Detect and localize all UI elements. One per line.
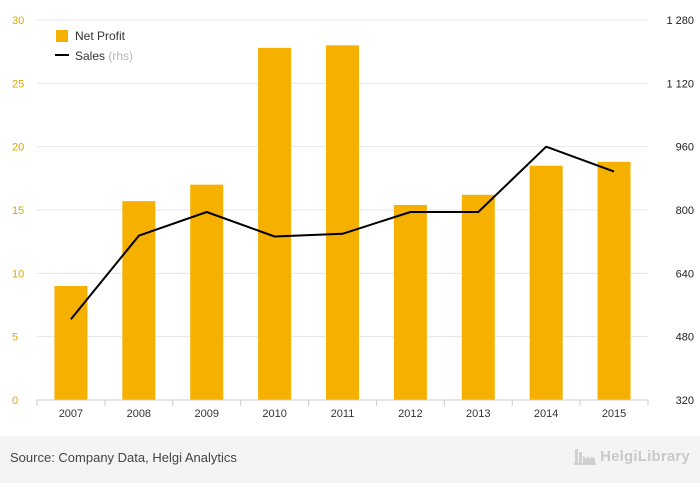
- x-tick-label: 2013: [466, 408, 490, 420]
- x-tick-label: 2015: [602, 408, 626, 420]
- x-tick-label: 2011: [331, 408, 355, 420]
- x-tick-label: 2007: [59, 408, 83, 420]
- axis-layer: 0 5 10 15 20 25 30 320 480 640 800 960 1 120 1 280 200…: [12, 15, 694, 420]
- brand-logo: HelgiLibrary: [574, 447, 690, 465]
- x-tick-label: 2012: [398, 408, 422, 420]
- line-layer: [70, 145, 615, 320]
- y-right-tick-label: 1 280: [666, 15, 694, 27]
- bar-net-profit: [461, 194, 495, 400]
- y-right-tick-label: 1 120: [666, 78, 694, 90]
- bar-net-profit: [54, 286, 88, 400]
- y-left-tick-label: 15: [12, 205, 24, 217]
- y-left-tick-label: 10: [12, 268, 24, 280]
- legend-label-sales: Sales (rhs): [75, 49, 133, 63]
- y-left-tick-label: 30: [12, 15, 24, 27]
- legend-label-sales-name: Sales: [75, 49, 105, 63]
- legend-label-sales-suffix: (rhs): [108, 49, 133, 63]
- factory-icon: [574, 449, 597, 465]
- legend-swatch-net-profit: [56, 30, 68, 42]
- bar-net-profit: [190, 184, 224, 400]
- bars-layer: [54, 45, 631, 400]
- y-right-tick-label: 480: [676, 332, 694, 344]
- y-right-tick-label: 320: [676, 395, 694, 407]
- y-right-tick-label: 640: [676, 268, 694, 280]
- x-tick-label: 2014: [534, 408, 558, 420]
- y-right-tick-label: 800: [676, 205, 694, 217]
- source-text: Source: Company Data, Helgi Analytics: [10, 450, 237, 465]
- y-left-tick-label: 25: [12, 78, 24, 90]
- bar-net-profit: [122, 201, 156, 400]
- x-tick-label: 2009: [194, 408, 218, 420]
- y-left-tick-label: 20: [12, 142, 24, 154]
- x-tick-label: 2008: [127, 408, 151, 420]
- bar-net-profit: [529, 165, 563, 400]
- brand-name: HelgiLibrary: [600, 447, 690, 465]
- y-right-tick-label: 960: [676, 142, 694, 154]
- bar-net-profit: [326, 45, 359, 400]
- legend: Net Profit Sales (rhs): [55, 29, 133, 63]
- y-left-tick-label: 0: [12, 395, 18, 407]
- legend-label-net-profit: Net Profit: [75, 29, 126, 43]
- y-left-tick-label: 5: [12, 332, 18, 344]
- chart-svg: 0 5 10 15 20 25 30 320 480 640 800 960 1 120 1 280 200…: [12, 15, 694, 420]
- bar-net-profit: [597, 161, 631, 400]
- line-sales: [70, 145, 615, 320]
- bar-net-profit: [258, 47, 292, 400]
- x-tick-label: 2010: [262, 408, 286, 420]
- bar-net-profit: [393, 204, 427, 400]
